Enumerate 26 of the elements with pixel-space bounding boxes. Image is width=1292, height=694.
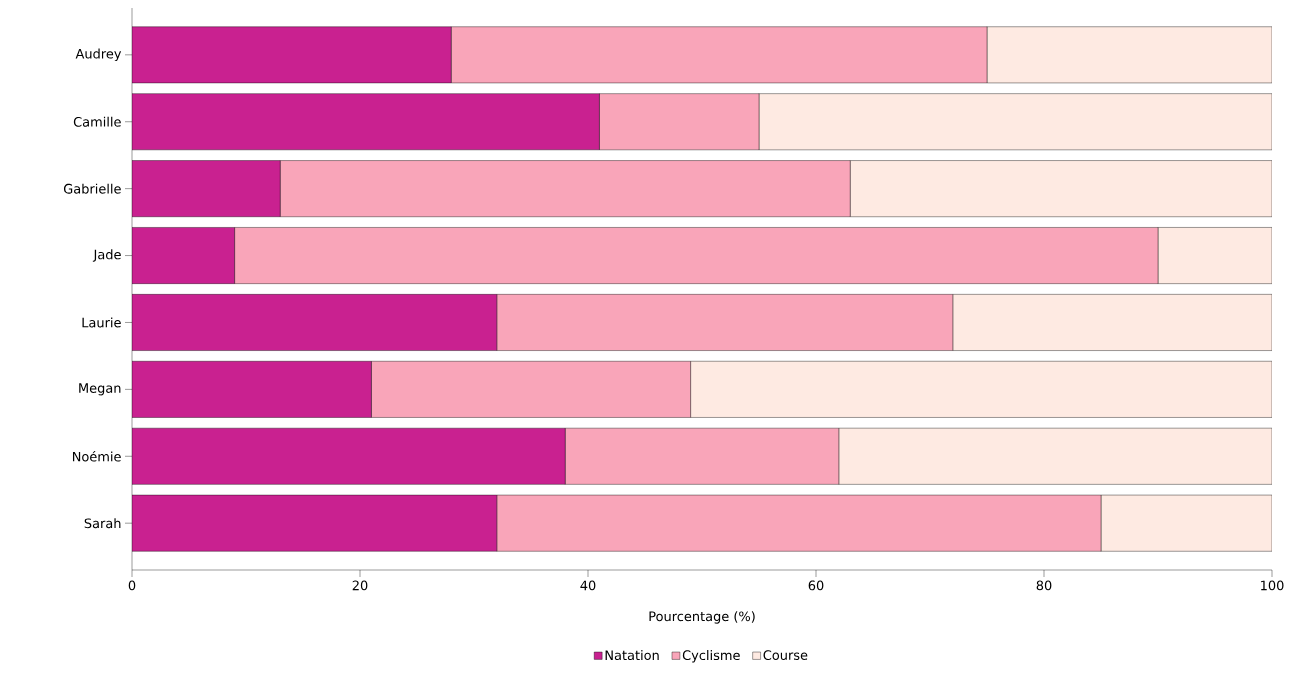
legend-label: Natation <box>605 650 659 661</box>
bar <box>132 93 600 151</box>
y-tick-label: Audrey <box>75 48 122 62</box>
x-tick-label: 20 <box>352 580 368 591</box>
bar <box>132 494 497 552</box>
x-tick-label: 80 <box>1036 580 1052 591</box>
y-tick-label: Jade <box>92 249 121 262</box>
bar <box>132 26 452 84</box>
x-axis-title: Pourcentage (%) <box>649 611 755 624</box>
x-tick-label: 0 <box>128 580 136 591</box>
bar <box>132 227 235 284</box>
y-tick-label: Sarah <box>84 518 121 529</box>
y-tick-label: Megan <box>79 383 121 396</box>
y-tick-label: Gabrielle <box>63 183 121 194</box>
x-tick-label: 100 <box>1261 580 1284 591</box>
x-tick-label: 40 <box>580 580 596 591</box>
bar <box>132 361 372 418</box>
bar <box>132 160 281 217</box>
bar <box>132 427 566 485</box>
legend-label: Course <box>763 650 808 660</box>
y-tick-label: Noémie <box>72 451 121 462</box>
legend-label: Cyclisme <box>682 650 740 663</box>
y-tick-label: Camille <box>73 116 121 127</box>
y-tick-label: Laurie <box>82 317 121 328</box>
x-tick-label: 60 <box>808 580 824 591</box>
bar <box>132 294 497 351</box>
